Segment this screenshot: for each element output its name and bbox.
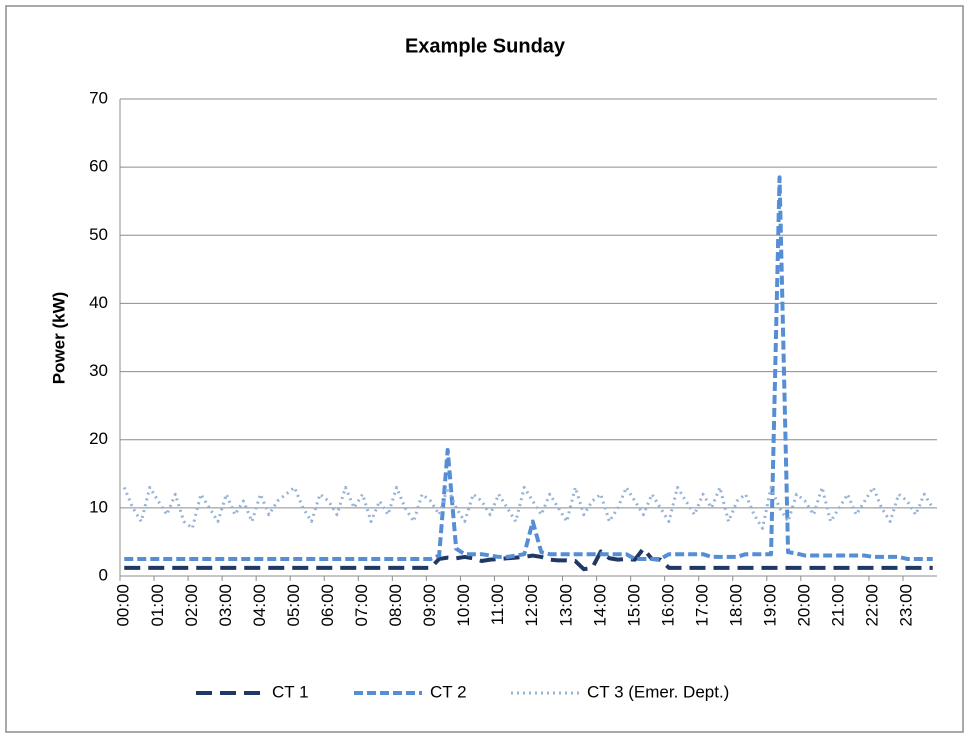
x-tick-label: 14:00 — [590, 584, 609, 627]
y-tick-label: 20 — [89, 429, 108, 448]
y-tick-label: 40 — [89, 293, 108, 312]
y-tick-label: 0 — [99, 565, 108, 584]
y-tick-label: 30 — [89, 361, 108, 380]
x-tick-label: 01:00 — [148, 584, 167, 627]
x-tick-label: 15:00 — [624, 584, 643, 627]
x-tick-label: 23:00 — [897, 584, 916, 627]
x-tick-label: 22:00 — [863, 584, 882, 627]
x-tick-label: 02:00 — [182, 584, 201, 627]
chart-title: Example Sunday — [405, 35, 566, 57]
x-tick-label: 04:00 — [250, 584, 269, 627]
x-tick-label: 07:00 — [352, 584, 371, 627]
x-tick-label: 03:00 — [216, 584, 235, 627]
x-tick-label: 12:00 — [522, 584, 541, 627]
legend-label: CT 3 (Emer. Dept.) — [587, 682, 729, 701]
x-tick-label: 19:00 — [761, 584, 780, 627]
x-tick-label: 11:00 — [488, 584, 507, 625]
x-tick-label: 18:00 — [726, 584, 745, 627]
y-axis-label: Power (kW) — [49, 292, 68, 385]
legend-label: CT 1 — [272, 682, 309, 701]
x-tick-label: 06:00 — [318, 584, 337, 627]
chart-border — [5, 5, 964, 733]
x-tick-label: 17:00 — [692, 584, 711, 627]
x-tick-label: 09:00 — [420, 584, 439, 627]
x-tick-label: 20:00 — [795, 584, 814, 627]
series-line — [124, 175, 933, 561]
series-line — [124, 546, 933, 572]
legend-label: CT 2 — [430, 682, 467, 701]
y-tick-label: 50 — [89, 225, 108, 244]
x-tick-label: 13:00 — [556, 584, 575, 627]
y-tick-label: 60 — [89, 157, 108, 176]
x-tick-label: 05:00 — [284, 584, 303, 627]
y-tick-label: 70 — [89, 88, 108, 107]
x-tick-label: 21:00 — [829, 584, 848, 627]
y-tick-label: 10 — [89, 497, 108, 516]
x-tick-label: 08:00 — [386, 584, 405, 627]
x-tick-label: 10:00 — [454, 584, 473, 627]
x-tick-label: 16:00 — [658, 584, 677, 627]
x-tick-label: 00:00 — [114, 584, 133, 627]
